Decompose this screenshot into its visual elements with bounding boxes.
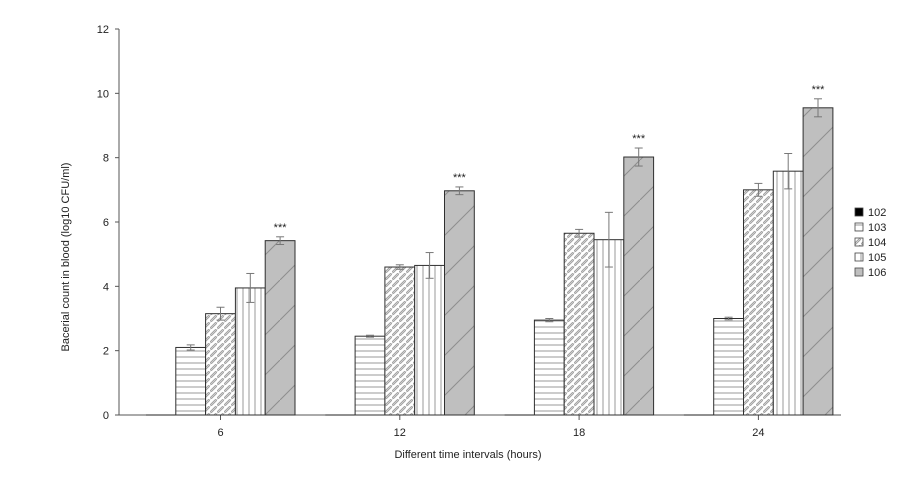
bar-105-6 <box>234 287 266 416</box>
legend: 102 103 104 105 106 <box>854 207 886 279</box>
legend-swatch-104 <box>854 237 864 247</box>
y-tick-label: 10 <box>97 88 109 100</box>
legend-swatch-106 <box>854 267 864 277</box>
legend-label-106: 106 <box>868 267 886 279</box>
bar-106-24 <box>802 107 834 416</box>
x-tick-label: 6 <box>217 427 223 439</box>
legend-label-102: 102 <box>868 207 886 219</box>
bar-103-12 <box>354 335 386 416</box>
bar-105-18 <box>593 239 625 416</box>
x-tick-label: 12 <box>394 427 406 439</box>
legend-swatch-102 <box>854 207 864 217</box>
bar-103-6 <box>175 346 207 416</box>
legend-swatch-103 <box>854 222 864 232</box>
y-tick-label: 12 <box>97 24 109 36</box>
y-tick-label: 6 <box>103 217 109 229</box>
x-tick-label: 18 <box>573 427 585 439</box>
bar-103-24 <box>713 318 745 416</box>
bar-106-18 <box>623 156 655 416</box>
y-tick-label: 8 <box>103 153 109 165</box>
bar-106-12 <box>444 190 475 416</box>
bar-104-18 <box>563 232 595 416</box>
legend-label-104: 104 <box>868 237 886 249</box>
significance-106-12: *** <box>453 172 467 184</box>
y-axis-label: Bacerial count in blood (log10 CFU/ml) <box>60 163 72 352</box>
significance-106-24: *** <box>812 84 826 96</box>
bar-103-18 <box>533 319 565 416</box>
significance-106-6: *** <box>274 222 288 234</box>
bar-104-24 <box>743 189 774 416</box>
x-axis-label: Different time intervals (hours) <box>394 449 541 461</box>
bar-105-24 <box>772 170 804 416</box>
bar-106-6 <box>264 240 296 416</box>
legend-swatch-105 <box>854 252 864 262</box>
legend-label-103: 103 <box>868 222 886 234</box>
significance-106-18: *** <box>632 133 646 145</box>
bar-104-12 <box>384 266 416 416</box>
bar-104-6 <box>205 313 236 416</box>
x-tick-label: 24 <box>752 427 764 439</box>
bar-105-12 <box>414 264 446 416</box>
y-tick-label: 0 <box>103 410 109 422</box>
y-tick-label: 2 <box>103 346 109 358</box>
legend-label-105: 105 <box>868 252 886 264</box>
y-tick-label: 4 <box>103 281 109 293</box>
